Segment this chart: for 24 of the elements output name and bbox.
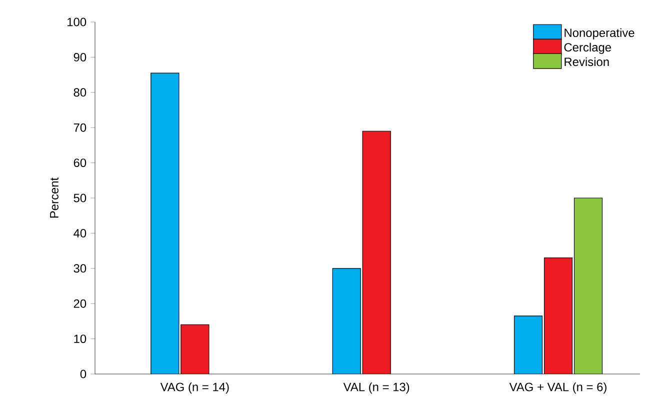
y-tick-label: 80: [74, 88, 86, 97]
y-tick-label: 50: [74, 194, 86, 202]
y-tick-label: 90: [74, 52, 86, 62]
y-tick-label: 40: [74, 228, 86, 238]
bar: [150, 73, 179, 374]
bar: [180, 324, 209, 374]
y-tick-label: 0: [80, 370, 86, 378]
legend-label: Cerclage: [564, 42, 612, 54]
bar: [332, 268, 361, 374]
bar: [362, 131, 391, 374]
y-tick-label: 30: [74, 264, 86, 273]
x-tick-label: VAG (n = 14): [160, 382, 229, 394]
legend-label: Nonoperative: [564, 28, 634, 40]
y-tick-label: 70: [74, 123, 86, 132]
y-tick-label: 20: [74, 299, 86, 308]
x-tick-label: VAG + VAL (n = 6): [509, 382, 606, 394]
bar: [514, 316, 543, 374]
y-tick-label: 10: [74, 334, 86, 344]
y-tick-label: 100: [68, 18, 86, 26]
y-tick-label: 60: [74, 158, 86, 168]
legend-label: Revision: [564, 57, 609, 66]
y-axis-title: Percent: [50, 177, 58, 218]
bar: [544, 258, 573, 374]
x-tick-label: VAL (n = 13): [343, 382, 410, 394]
